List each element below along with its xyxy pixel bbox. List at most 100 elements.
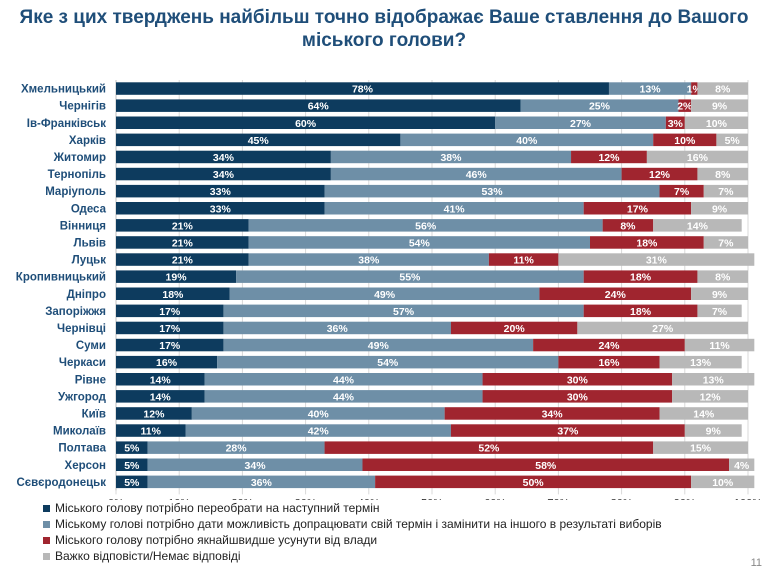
bar-segment xyxy=(520,99,679,112)
category-label: Суми xyxy=(76,340,106,352)
bar-segment xyxy=(116,407,192,420)
bar-segment xyxy=(116,150,331,164)
bar-segment xyxy=(716,133,748,147)
legend-label-reelect: Міського голову потрібно переобрати на н… xyxy=(55,501,380,515)
data-label: 5% xyxy=(124,460,140,472)
data-label: 38% xyxy=(440,152,462,164)
data-label: 17% xyxy=(159,323,181,335)
data-label: 49% xyxy=(374,289,396,301)
category-label: Харків xyxy=(69,135,106,147)
bar-segment xyxy=(684,338,755,352)
bar-segment xyxy=(116,441,148,454)
data-label: 16% xyxy=(598,357,620,369)
bar-segment xyxy=(653,441,748,454)
bar-segment xyxy=(697,167,748,181)
data-label: 53% xyxy=(482,186,504,198)
data-label: 44% xyxy=(333,374,355,386)
data-label: 7% xyxy=(712,306,728,318)
category-label: Житомир xyxy=(53,152,106,164)
data-label: 20% xyxy=(504,323,526,335)
bar-segment xyxy=(495,116,666,129)
data-label: 27% xyxy=(570,118,592,130)
bar-segment xyxy=(653,133,717,147)
data-label: 50% xyxy=(523,477,545,489)
data-label: 11% xyxy=(141,426,162,438)
bar-segment xyxy=(703,236,748,249)
legend-label-finish-term: Міському голові потрібно дати можливість… xyxy=(55,517,662,531)
data-label: 18% xyxy=(162,289,184,301)
bar-segment xyxy=(691,82,698,95)
data-label: 21% xyxy=(172,255,194,267)
bar-segment xyxy=(583,202,692,215)
bar-segment xyxy=(646,150,748,164)
bar-segment xyxy=(330,167,622,181)
bar-segment xyxy=(116,424,186,437)
bar-segment xyxy=(659,355,742,369)
category-label: Рівне xyxy=(75,374,106,386)
data-label: 8% xyxy=(715,169,731,181)
bar-segment xyxy=(116,167,331,181)
data-label: 54% xyxy=(409,237,431,249)
bar-segment xyxy=(684,424,742,437)
x-tick-label: 60% xyxy=(484,497,506,500)
data-label: 33% xyxy=(210,203,232,215)
category-label: Черкаси xyxy=(59,357,106,369)
data-label: 34% xyxy=(213,169,235,181)
data-label: 64% xyxy=(308,101,330,113)
data-label: 21% xyxy=(172,237,194,249)
legend: Міського голову потрібно переобрати на н… xyxy=(43,500,662,564)
x-tick-label: 50% xyxy=(421,497,443,500)
x-tick-label: 10% xyxy=(168,497,190,500)
bar-segment xyxy=(116,338,224,352)
data-label: 52% xyxy=(478,443,500,455)
x-tick-label: 70% xyxy=(547,497,569,500)
category-label: Сєвєродонецьк xyxy=(16,477,106,489)
bar-segment xyxy=(450,424,685,437)
data-label: 8% xyxy=(620,220,636,232)
data-label: 5% xyxy=(124,443,140,455)
data-label: 10% xyxy=(674,135,696,147)
bar-segment xyxy=(653,219,742,232)
data-label: 44% xyxy=(333,391,355,403)
category-label: Одеса xyxy=(71,203,107,215)
category-label: Херсон xyxy=(65,460,107,472)
data-label: 18% xyxy=(630,306,652,318)
bar-segment xyxy=(729,458,755,471)
data-label: 8% xyxy=(715,272,731,284)
data-label: 28% xyxy=(226,443,248,455)
data-label: 34% xyxy=(245,460,267,472)
bar-segment xyxy=(697,82,748,95)
data-label: 49% xyxy=(368,340,390,352)
bar-segment xyxy=(116,236,249,249)
chart-title: Яке з цих тверджень найбільш точно відоб… xyxy=(19,7,749,51)
bar-segment xyxy=(324,202,584,215)
bar-segment xyxy=(400,133,654,147)
bar-segment xyxy=(223,338,534,352)
bar-segment xyxy=(691,475,755,489)
bar-segment xyxy=(116,321,224,335)
bar-segment xyxy=(324,441,654,454)
x-tick-label: 40% xyxy=(358,497,380,500)
category-label: Чернігів xyxy=(59,101,106,113)
bar-segment xyxy=(236,270,584,283)
data-label: 10% xyxy=(706,118,728,130)
data-label: 78% xyxy=(352,84,374,96)
x-tick-label: 80% xyxy=(611,497,633,500)
data-label: 7% xyxy=(674,186,690,198)
bar-segment xyxy=(116,475,148,489)
bar-segment xyxy=(691,202,748,215)
data-label: 8% xyxy=(715,84,731,96)
bar-segment xyxy=(116,184,325,198)
data-label: 9% xyxy=(712,203,728,215)
data-label: 57% xyxy=(393,306,415,318)
data-label: 17% xyxy=(159,306,181,318)
bar-segment xyxy=(116,373,205,386)
data-label: 25% xyxy=(589,101,611,113)
data-label: 15% xyxy=(690,443,712,455)
data-label: 34% xyxy=(213,152,235,164)
data-label: 14% xyxy=(693,408,715,420)
data-label: 58% xyxy=(535,460,557,472)
category-label: Ів-Франківськ xyxy=(27,118,106,130)
bar-segment xyxy=(116,219,249,232)
category-label: Тернопіль xyxy=(48,169,106,181)
